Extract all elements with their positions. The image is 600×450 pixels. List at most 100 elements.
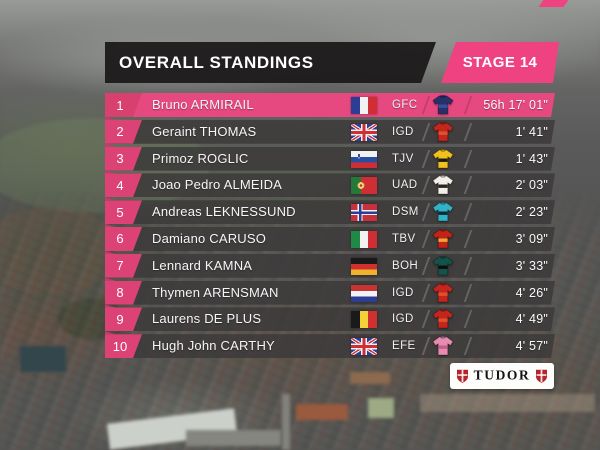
time-gap: 4' 26" <box>515 285 548 300</box>
rank-number: 10 <box>112 338 128 354</box>
flag-gb-icon <box>351 124 377 141</box>
rank-number: 8 <box>116 285 124 301</box>
rank-badge: 10 <box>105 334 142 358</box>
column-divider <box>422 150 431 168</box>
team-code: DSM <box>392 206 419 219</box>
column-divider <box>464 123 473 141</box>
rank-badge: 8 <box>105 281 142 305</box>
standings-row: 1 Bruno ARMIRAIL GFC 56h 17' 01" <box>105 93 555 117</box>
rank-number: 5 <box>116 204 124 220</box>
time-gap: 56h 17' 01" <box>483 98 548 112</box>
rank-number: 6 <box>116 231 124 247</box>
tudor-shield-icon <box>456 369 469 384</box>
rank-badge: 1 <box>105 93 142 117</box>
time-gap: 2' 03" <box>515 178 548 193</box>
flag-it-icon <box>351 231 377 248</box>
standings-table: 1 Bruno ARMIRAIL GFC 56h 17' 01" 2 Gerai… <box>105 93 555 361</box>
flag-de-icon <box>351 258 377 275</box>
time-gap: 3' 33" <box>515 258 548 273</box>
rank-badge: 5 <box>105 200 142 224</box>
standings-row: 8 Thymen ARENSMAN IGD 4' 26" <box>105 281 555 305</box>
flag-nl-icon <box>351 285 377 302</box>
column-divider <box>422 230 431 248</box>
stage-badge: STAGE 14 <box>441 42 559 83</box>
column-divider <box>464 337 473 355</box>
standings-panel: OVERALL STANDINGS STAGE 14 1 Bruno ARMIR… <box>105 42 555 392</box>
column-divider <box>464 203 473 221</box>
time-gap: 2' 23" <box>515 205 548 220</box>
team-code: UAD <box>392 179 418 192</box>
flag-gb-icon <box>351 338 377 355</box>
column-divider <box>464 96 473 114</box>
rank-number: 7 <box>116 258 124 274</box>
column-divider <box>422 284 431 302</box>
team-code: TJV <box>392 152 414 165</box>
standings-row: 3 Primoz ROGLIC TJV 1' 43" <box>105 147 555 171</box>
rider-name: Damiano CARUSO <box>152 230 267 246</box>
stage-label: STAGE 14 <box>462 54 538 71</box>
team-code: IGD <box>392 313 414 326</box>
page-title: OVERALL STANDINGS <box>119 52 314 72</box>
time-gap: 1' 41" <box>515 124 548 139</box>
top-right-pink-decoration <box>538 0 569 7</box>
team-jersey-icon <box>431 121 455 143</box>
column-divider <box>422 203 431 221</box>
team-jersey-icon <box>431 94 455 116</box>
rider-name: Hugh John CARTHY <box>152 338 275 354</box>
rank-number: 9 <box>116 311 124 327</box>
time-gap: 3' 09" <box>515 231 548 246</box>
rank-number: 4 <box>116 177 124 193</box>
flag-pt-icon <box>351 177 377 194</box>
rider-name: Joao Pedro ALMEIDA <box>152 177 283 193</box>
column-divider <box>422 337 431 355</box>
rider-name: Thymen ARENSMAN <box>152 284 279 300</box>
rank-number: 1 <box>116 97 124 113</box>
standings-row: 7 Lennard KAMNA BOH 3' 33" <box>105 254 555 278</box>
standings-row: 10 Hugh John CARTHY EFE 4' 57" <box>105 334 555 358</box>
team-jersey-icon <box>431 174 455 196</box>
rider-name: Primoz ROGLIC <box>152 150 249 166</box>
time-gap: 1' 43" <box>515 151 548 166</box>
rank-badge: 6 <box>105 227 142 251</box>
sponsor-logo: TUDOR <box>450 363 554 389</box>
flag-fr-icon <box>351 97 377 114</box>
team-jersey-icon <box>431 335 455 357</box>
standings-row: 6 Damiano CARUSO TBV 3' 09" <box>105 227 555 251</box>
rank-badge: 7 <box>105 254 142 278</box>
column-divider <box>464 230 473 248</box>
standings-row: 9 Laurens DE PLUS IGD 4' 49" <box>105 307 555 331</box>
team-code: IGD <box>392 125 414 138</box>
team-jersey-icon <box>431 282 455 304</box>
team-code: BOH <box>392 259 419 272</box>
rank-badge: 4 <box>105 173 142 197</box>
column-divider <box>464 176 473 194</box>
standings-header-bar: OVERALL STANDINGS <box>105 42 436 83</box>
flag-be-icon <box>351 311 377 328</box>
standings-row: 4 Joao Pedro ALMEIDA UAD 2' 03" <box>105 173 555 197</box>
time-gap: 4' 49" <box>515 312 548 327</box>
standings-row: 2 Geraint THOMAS IGD 1' 41" <box>105 120 555 144</box>
flag-no-icon <box>351 204 377 221</box>
rider-name: Lennard KAMNA <box>152 257 253 273</box>
team-jersey-icon <box>431 228 455 250</box>
column-divider <box>422 96 431 114</box>
column-divider <box>464 257 473 275</box>
team-jersey-icon <box>431 255 455 277</box>
column-divider <box>464 284 473 302</box>
standings-row: 5 Andreas LEKNESSUND DSM 2' 23" <box>105 200 555 224</box>
team-code: TBV <box>392 232 416 245</box>
team-code: GFC <box>392 99 418 111</box>
rank-badge: 3 <box>105 147 142 171</box>
flag-si-icon <box>351 151 377 168</box>
team-jersey-icon <box>431 308 455 330</box>
column-divider <box>422 257 431 275</box>
column-divider <box>422 176 431 194</box>
time-gap: 4' 57" <box>515 339 548 354</box>
tudor-shield-icon <box>535 369 548 384</box>
column-divider <box>422 123 431 141</box>
rank-badge: 9 <box>105 307 142 331</box>
rank-badge: 2 <box>105 120 142 144</box>
team-jersey-icon <box>431 201 455 223</box>
sponsor-name: TUDOR <box>473 367 531 383</box>
